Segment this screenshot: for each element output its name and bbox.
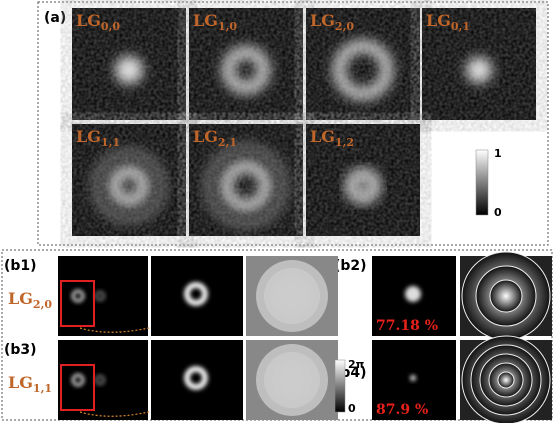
mode-base: LG <box>8 373 33 392</box>
mode-base: LG <box>8 289 33 308</box>
mode-base: LG <box>310 127 335 146</box>
spot <box>466 57 492 83</box>
mode-label: LG2,0 <box>8 289 52 311</box>
spot <box>115 56 143 84</box>
mode-index: 0,0 <box>101 20 120 33</box>
efficiency: 87.9 % <box>376 402 428 418</box>
phase-colorbar <box>335 360 345 412</box>
mode-index: 1,2 <box>335 136 354 149</box>
phase-ring <box>280 368 304 392</box>
spot <box>405 286 421 302</box>
zoom <box>151 340 243 420</box>
mode-base: LG <box>76 127 101 146</box>
colorbar <box>476 150 488 215</box>
mode-index: 2,0 <box>33 298 52 311</box>
lens-ring <box>490 280 522 312</box>
colorbar-max: 1 <box>494 147 502 160</box>
mode-index: 1,0 <box>218 20 237 33</box>
colorbar-min: 0 <box>348 402 356 415</box>
mode-index: 2,0 <box>335 20 354 33</box>
panel-label: (b1) <box>4 258 37 274</box>
efficiency: 77.18 % <box>376 318 438 334</box>
mode-base: LG <box>193 11 218 30</box>
figure: (a) LG0,0LG1,0LG2,0LG0,1LG1,1LG2,1LG1,2 … <box>0 0 556 423</box>
panel-label: (b2) <box>334 258 367 274</box>
panel-label: (b3) <box>4 342 37 358</box>
mode-base: LG <box>310 11 335 30</box>
mode-base: LG <box>426 11 451 30</box>
spot <box>410 375 416 381</box>
colorbar-max: 2π <box>348 358 365 371</box>
mode-base: LG <box>193 127 218 146</box>
mode-index: 1,1 <box>101 136 120 149</box>
mode-base: LG <box>76 11 101 30</box>
colorbar-min: 0 <box>494 206 502 219</box>
mode-label: LG1,1 <box>8 373 52 395</box>
panel-label: (a) <box>44 10 66 26</box>
zoom <box>151 256 243 336</box>
mode-index: 1,1 <box>33 382 52 395</box>
phase-ring <box>280 284 304 308</box>
lens-ring <box>498 372 514 388</box>
mode-index: 2,1 <box>218 136 237 149</box>
mode-index: 0,1 <box>451 20 470 33</box>
panel-b-images: (b1)(b2)(b3)(b4)LG2,077.18 %LG1,187.9 % <box>4 252 552 423</box>
